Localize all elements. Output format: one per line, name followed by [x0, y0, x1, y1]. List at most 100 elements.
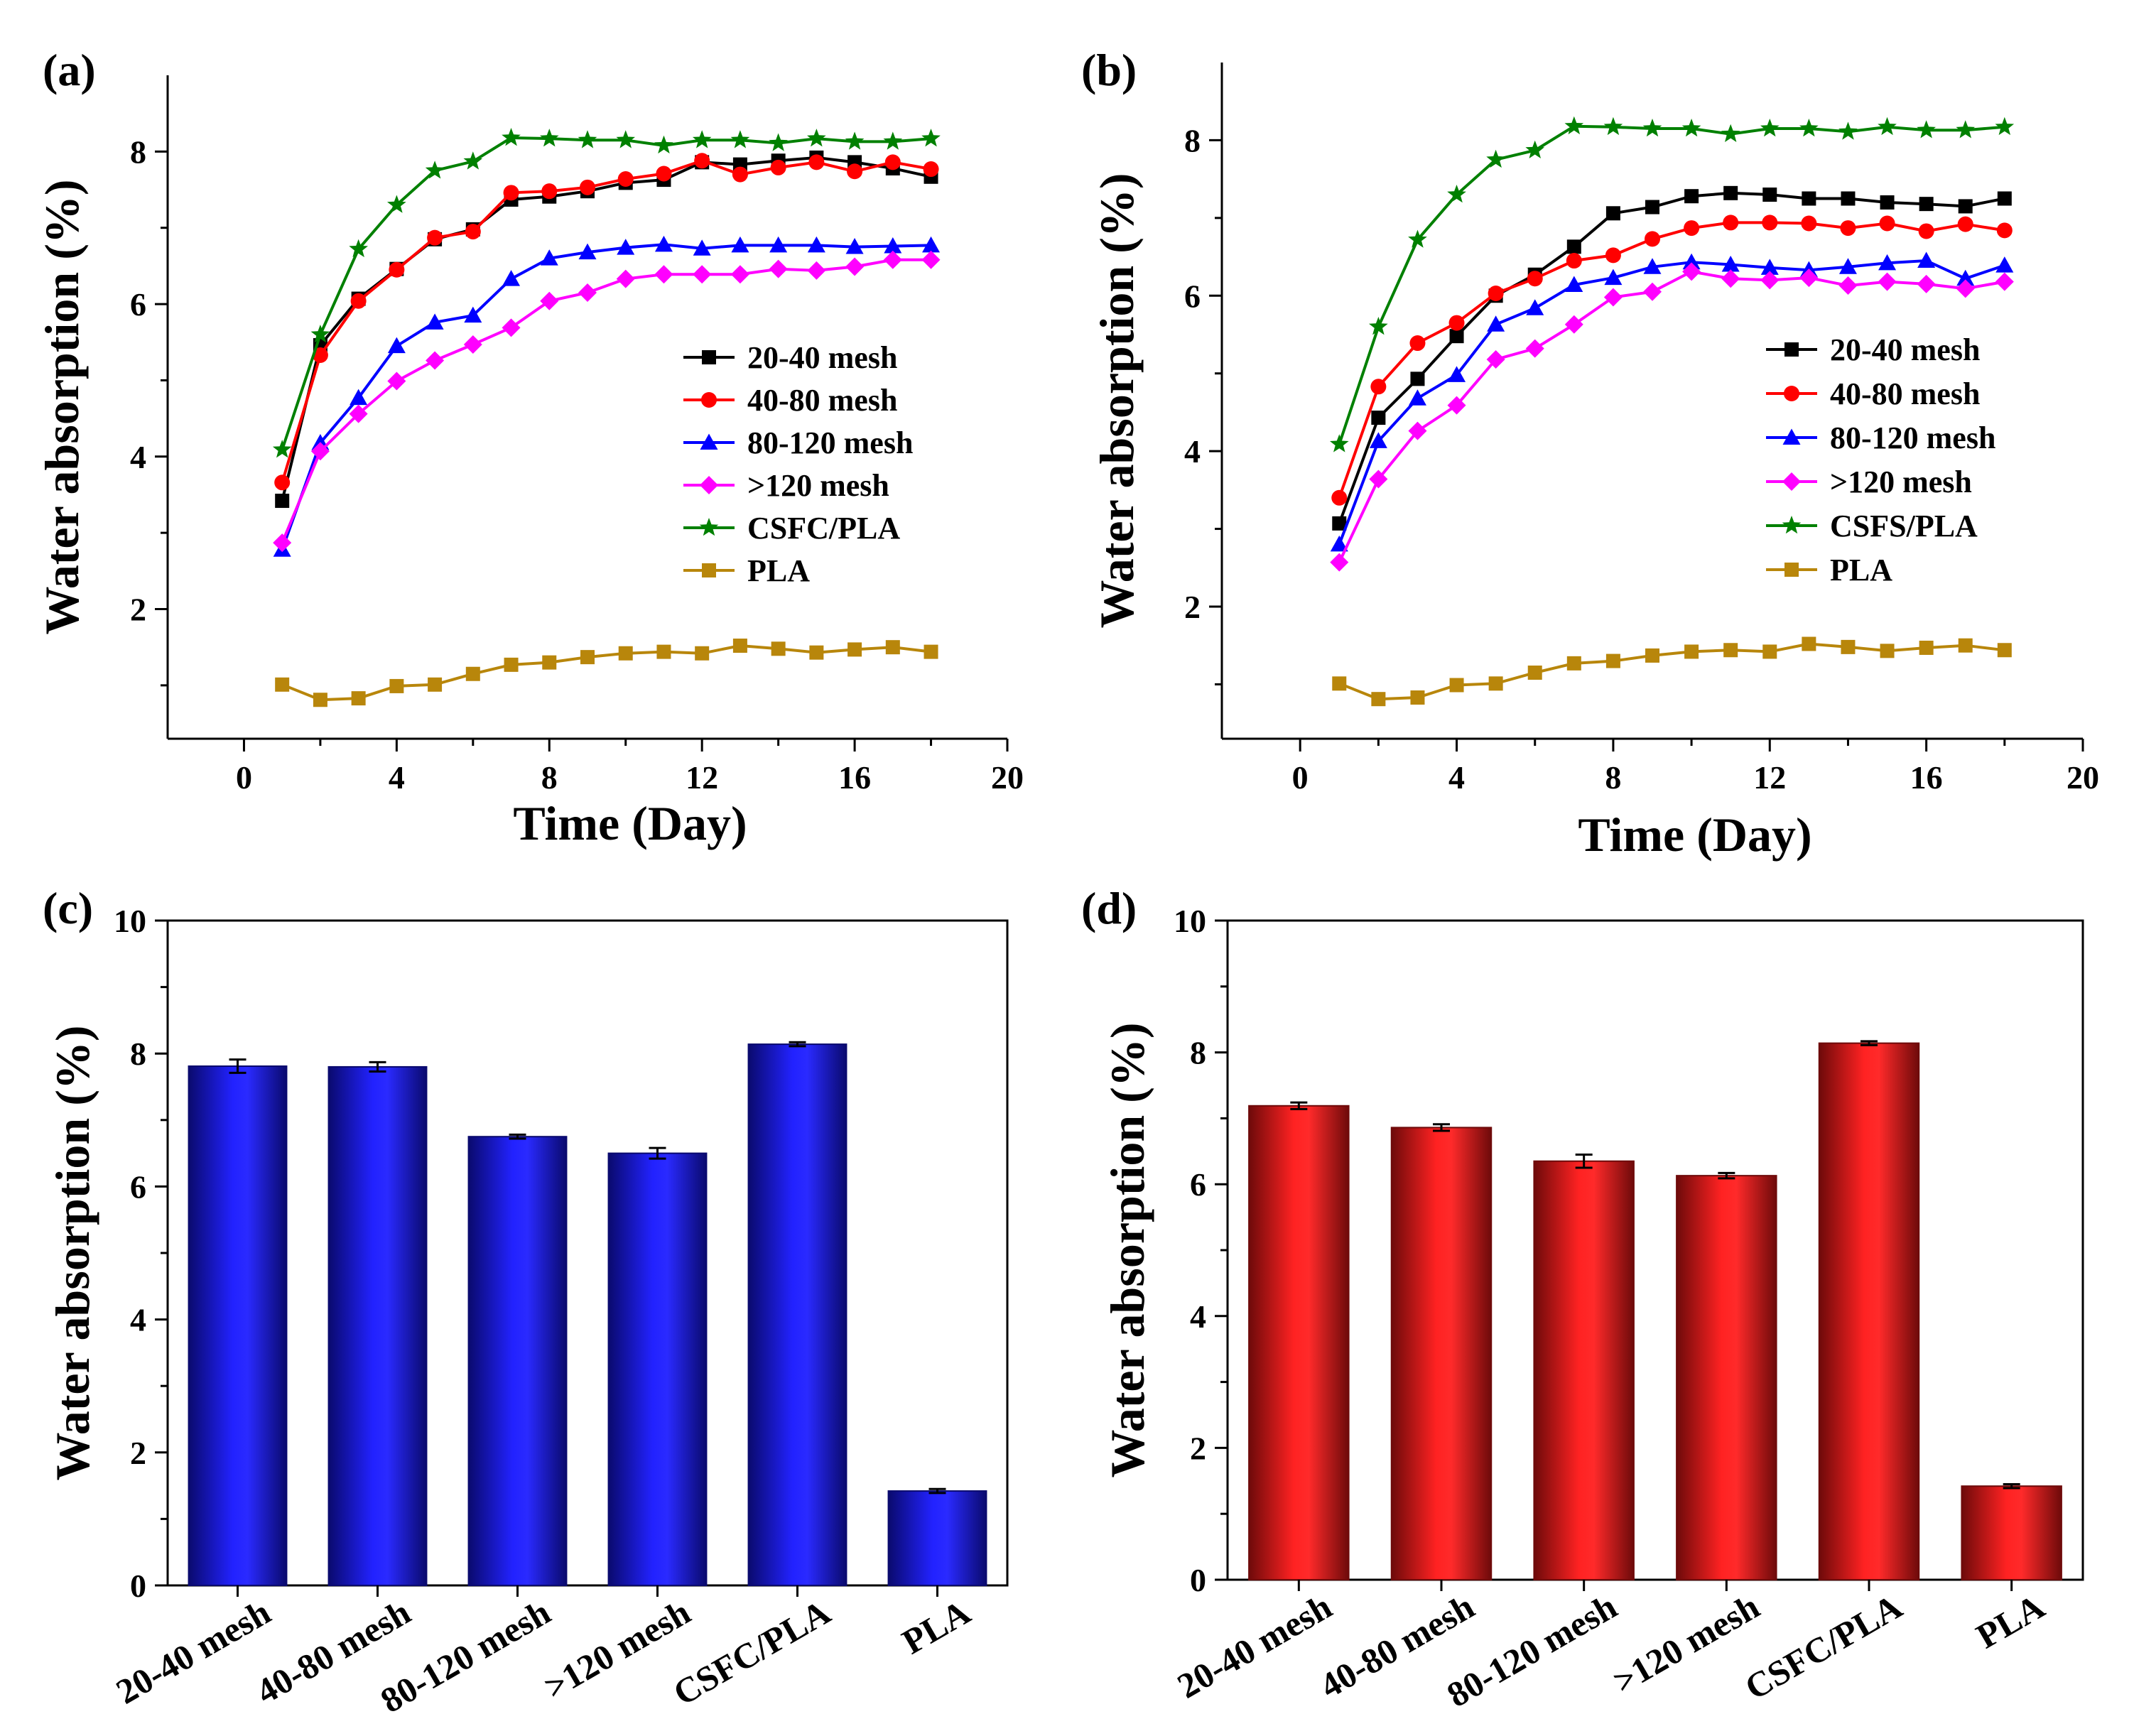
data-point	[1684, 220, 1700, 237]
data-point	[1682, 253, 1701, 270]
data-point	[770, 159, 786, 175]
x-category-label: CSFC/PLA	[666, 1592, 837, 1713]
data-point	[1527, 665, 1542, 680]
data-point	[847, 642, 862, 657]
series-line	[1338, 642, 2005, 701]
data-point	[1919, 640, 1934, 655]
bar	[887, 1490, 987, 1586]
data-point	[1642, 119, 1662, 137]
data-point	[310, 442, 330, 461]
legend-marker	[702, 350, 716, 364]
data-point	[349, 404, 368, 423]
x-axis-title: Time (Day)	[1578, 808, 1811, 862]
data-point	[1486, 350, 1505, 369]
data-point	[1799, 268, 1819, 288]
data-point	[540, 249, 558, 266]
legend-marker	[700, 433, 718, 450]
data-point	[1645, 648, 1659, 663]
data-point	[1917, 251, 1936, 268]
data-point	[504, 657, 519, 672]
y-tick-label: 2	[130, 1435, 146, 1471]
data-point	[1723, 643, 1738, 658]
data-point	[389, 261, 405, 278]
data-point	[1330, 434, 1349, 452]
data-point	[1409, 335, 1426, 352]
legend-marker	[699, 518, 719, 536]
data-point	[807, 129, 826, 147]
data-point	[274, 474, 291, 491]
panel-label: (b)	[1081, 45, 1137, 95]
data-point	[732, 166, 748, 183]
y-tick-label: 2	[1184, 589, 1201, 625]
legend-marker	[702, 563, 716, 577]
y-axis-title: Water absorption (%)	[1090, 173, 1144, 629]
data-point	[1369, 317, 1388, 335]
data-point	[883, 131, 903, 150]
data-point	[1799, 119, 1819, 137]
y-tick-label: 4	[130, 1302, 146, 1338]
data-point	[1838, 258, 1857, 274]
data-point	[1331, 489, 1348, 506]
data-point	[1408, 389, 1426, 406]
legend-label: 80-120 mesh	[1830, 421, 1995, 455]
data-point	[1760, 271, 1780, 290]
y-tick-label: 8	[1184, 122, 1201, 158]
data-point	[1762, 215, 1778, 231]
data-point	[807, 236, 825, 253]
data-point	[1525, 339, 1544, 358]
data-point	[387, 195, 406, 213]
data-point	[616, 269, 635, 288]
data-point	[731, 236, 749, 253]
data-point	[1525, 140, 1544, 158]
bar	[607, 1152, 708, 1586]
data-point	[1841, 191, 1856, 206]
y-axis-title: Water absorption (%)	[45, 1026, 99, 1481]
data-point	[426, 351, 445, 370]
data-point	[349, 239, 368, 258]
data-point	[1643, 282, 1662, 301]
data-point	[1527, 271, 1543, 287]
legend-marker	[700, 476, 718, 494]
y-tick-label: 10	[1174, 903, 1206, 939]
x-tick-label: 16	[838, 759, 871, 796]
x-category-label: 20-40 mesh	[109, 1592, 277, 1712]
data-point	[618, 646, 633, 661]
data-point	[1723, 215, 1739, 231]
data-point	[769, 133, 788, 151]
data-point	[1841, 639, 1856, 654]
data-point	[1801, 215, 1817, 232]
plot-frame	[1226, 919, 2084, 1581]
data-point	[1918, 223, 1934, 239]
x-tick-label: 8	[1605, 759, 1621, 796]
data-point	[692, 130, 712, 148]
data-point	[924, 644, 938, 659]
series-gold	[1332, 636, 2012, 707]
data-point	[654, 135, 673, 154]
data-point	[1408, 421, 1427, 440]
data-point	[1410, 690, 1425, 705]
data-point	[1566, 239, 1581, 254]
legend-label: 40-80 mesh	[1830, 376, 1980, 411]
data-point	[389, 678, 404, 693]
data-point	[1449, 678, 1464, 693]
data-point	[463, 151, 483, 170]
data-point	[540, 129, 559, 147]
legend-label: >120 mesh	[747, 468, 889, 503]
x-category-label: >120 mesh	[1606, 1586, 1766, 1701]
x-tick-label: 4	[1448, 759, 1465, 796]
y-tick-label: 4	[1190, 1298, 1206, 1335]
data-point	[578, 243, 597, 260]
data-point	[921, 129, 941, 147]
data-point	[310, 325, 330, 343]
data-point	[884, 237, 902, 254]
data-point	[540, 291, 559, 310]
y-tick-label: 8	[130, 134, 146, 170]
bar	[1390, 1127, 1493, 1580]
data-point	[1684, 644, 1699, 659]
legend-marker	[1784, 342, 1799, 357]
data-point	[1566, 656, 1581, 671]
x-tick-label: 0	[1292, 759, 1309, 796]
data-point	[693, 265, 712, 284]
legend-label: 20-40 mesh	[1830, 332, 1980, 367]
data-point	[1957, 216, 1973, 232]
